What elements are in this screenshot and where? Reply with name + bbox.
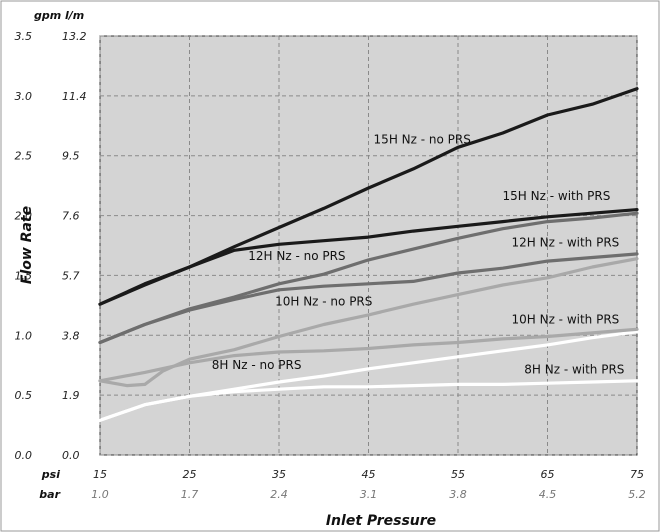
y-tick-primary-5: 2.5 [15,150,33,163]
y-tick-primary-7: 3.5 [15,30,33,43]
x-tick-secondary-3: 3.1 [360,488,378,501]
x-unit-secondary: bar [39,488,60,501]
series-label-8h-nz-with-prs: 8H Nz - with PRS [524,363,624,377]
x-tick-secondary-2: 2.4 [270,488,288,501]
series-label-15h-nz-with-prs: 15H Nz - with PRS [503,189,611,203]
x-tick-primary-1: 25 [183,468,197,481]
y-unit-secondary: l/m [65,9,84,22]
grid-lines [99,35,638,456]
x-tick-primary-3: 45 [362,468,376,481]
series-label-12h-nz-no-prs: 12H Nz - no PRS [248,249,345,263]
y-tick-primary-6: 3.0 [15,90,33,103]
y-tick-secondary-0: 0.0 [62,449,80,462]
series-label-8h-nz-no-prs: 8H Nz - no PRS [212,358,302,372]
y-tick-secondary-5: 9.5 [62,150,80,163]
y-tick-secondary-4: 7.6 [62,210,80,223]
series-label-12h-nz-with-prs: 12H Nz - with PRS [511,236,619,250]
x-axis-title: Inlet Pressure [326,513,436,529]
series-label-10h-nz-no-prs: 10H Nz - no PRS [275,294,372,308]
y-tick-primary-2: 1.0 [15,329,33,342]
y-tick-labels: 0.0 0.0 0.5 1.9 1.0 3.8 1.5 5.7 2.0 7.6 2.5 9.5 3.0 1… [15,30,87,462]
series-line-10h-nz-no-prs [98,257,639,388]
x-tick-primary-5: 65 [541,468,555,481]
x-tick-primary-0: 15 [93,468,107,481]
series-line-15h-nz-no-prs [98,87,639,306]
x-tick-primary-4: 55 [451,468,465,481]
series-label-15h-nz-no-prs: 15H Nz - no PRS [374,133,471,147]
series-line-12h-nz-no-prs [98,211,639,345]
x-tick-primary-2: 35 [272,468,286,481]
x-tick-labels: 15 1.0 25 1.7 35 2.4 45 3.1 55 3.8 65 4.5 75 5.2 [91,468,646,501]
series-line-8h-nz-no-prs [98,330,639,422]
y-tick-primary-0: 0.0 [15,449,33,462]
x-tick-primary-6: 75 [630,468,644,481]
plot-area [99,35,638,456]
y-tick-primary-3: 1.5 [15,269,33,282]
x-tick-secondary-0: 1.0 [91,488,109,501]
x-tick-secondary-5: 4.5 [539,488,557,501]
y-axis-title: Flow Rate [19,206,35,284]
series-line-10h-nz-with-prs [98,327,639,383]
y-tick-primary-1: 0.5 [15,389,33,402]
y-tick-secondary-1: 1.9 [62,389,80,402]
x-tick-secondary-4: 3.8 [449,488,467,501]
y-tick-secondary-2: 3.8 [62,329,80,342]
y-tick-secondary-7: 13.2 [62,30,87,43]
series-label-10h-nz-with-prs: 10H Nz - with PRS [511,312,619,326]
y-tick-secondary-3: 5.7 [62,269,80,282]
x-unit-primary: psi [41,468,60,481]
series-lines [98,87,639,422]
y-tick-secondary-6: 11.4 [62,90,87,103]
x-tick-secondary-1: 1.7 [181,488,199,501]
y-unit-primary: gpm [34,9,61,22]
x-tick-secondary-6: 5.2 [628,488,646,501]
series-labels: 15H Nz - no PRS 15H Nz - with PRS 12H Nz -… [212,133,625,377]
y-tick-primary-4: 2.0 [15,210,33,223]
